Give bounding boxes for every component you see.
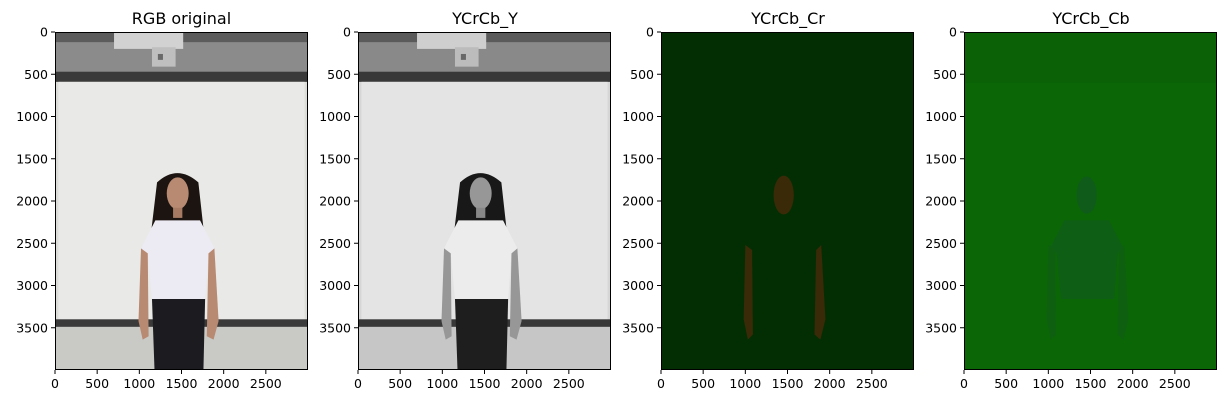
x-tick-label: 2000 (814, 376, 846, 391)
x-tick-label: 1500 (166, 376, 198, 391)
subplot-3-image (661, 32, 914, 370)
x-tick-label: 2500 (1159, 376, 1191, 391)
y-tick-label: 3500 (16, 320, 48, 335)
y-tick-label: 2500 (16, 236, 48, 251)
y-tick-label: 3000 (925, 278, 957, 293)
y-tick-label: 2000 (925, 194, 957, 209)
x-tick-label: 0 (51, 376, 59, 391)
x-tick-label: 0 (354, 376, 362, 391)
y-tick-label: 1000 (925, 109, 957, 124)
subplot-2-title: YCrCb_Y (451, 9, 518, 29)
y-tick-label: 2000 (319, 194, 351, 209)
y-tick-label: 0 (40, 25, 48, 40)
y-tick-label: 3000 (319, 278, 351, 293)
subplot-3-title: YCrCb_Cr (750, 9, 825, 29)
y-tick-label: 2500 (622, 236, 654, 251)
x-tick-label: 1000 (426, 376, 458, 391)
x-tick-label: 0 (657, 376, 665, 391)
subplot-4-image-area (964, 32, 1217, 370)
x-tick-label: 0 (960, 376, 968, 391)
y-tick-label: 3500 (925, 320, 957, 335)
subplot-1-x-ticks: 0 500 1000 1500 2000 2500 (51, 370, 282, 391)
subplot-2-image-area (358, 32, 611, 370)
subplot-1-image-area (55, 32, 308, 370)
y-tick-label: 1500 (16, 151, 48, 166)
y-tick-label: 2000 (16, 194, 48, 209)
y-tick-label: 2500 (925, 236, 957, 251)
y-tick-label: 1500 (319, 151, 351, 166)
x-tick-label: 500 (85, 376, 109, 391)
subplot-2-y-ticks: 0 500 1000 1500 2000 2500 3000 3500 (319, 25, 358, 335)
x-tick-label: 2500 (250, 376, 282, 391)
subplot-4: YCrCb_Cb 0 500 1000 1500 2000 2500 0 500 1000 15… (925, 9, 1217, 391)
y-tick-label: 0 (646, 25, 654, 40)
x-tick-label: 1000 (729, 376, 761, 391)
subplot-4-image (964, 32, 1217, 370)
y-tick-label: 0 (343, 25, 351, 40)
x-tick-label: 500 (994, 376, 1018, 391)
x-tick-label: 2500 (856, 376, 888, 391)
subplot-1-frame (55, 32, 308, 370)
y-tick-label: 0 (949, 25, 957, 40)
subplot-3-y-ticks: 0 500 1000 1500 2000 2500 3000 3500 (622, 25, 661, 335)
subplot-2-frame (358, 32, 611, 370)
subplot-1-image (55, 32, 308, 370)
subplot-1-y-ticks: 0 500 1000 1500 2000 2500 3000 3500 (16, 25, 55, 335)
y-tick-label: 500 (327, 67, 351, 82)
subplot-3-x-ticks: 0 500 1000 1500 2000 2500 (657, 370, 888, 391)
subplot-2-image (358, 32, 611, 370)
y-tick-label: 3000 (622, 278, 654, 293)
y-tick-label: 500 (933, 67, 957, 82)
y-tick-label: 3500 (622, 320, 654, 335)
x-tick-label: 1500 (772, 376, 804, 391)
y-tick-label: 1000 (16, 109, 48, 124)
x-tick-label: 500 (388, 376, 412, 391)
y-tick-label: 1500 (925, 151, 957, 166)
y-tick-label: 1000 (319, 109, 351, 124)
x-tick-label: 1000 (123, 376, 155, 391)
x-tick-label: 1500 (469, 376, 501, 391)
y-tick-label: 1000 (622, 109, 654, 124)
subplot-3-image-area (661, 32, 914, 370)
subplot-4-frame (964, 32, 1217, 370)
subplot-2-x-ticks: 0 500 1000 1500 2000 2500 (354, 370, 585, 391)
y-tick-label: 1500 (622, 151, 654, 166)
subplot-1-title: RGB original (132, 9, 231, 28)
x-tick-label: 1500 (1075, 376, 1107, 391)
subplot-3: YCrCb_Cr 0 500 1000 1500 2000 2500 0 500 1000 15… (622, 9, 914, 391)
x-tick-label: 500 (691, 376, 715, 391)
x-tick-label: 2000 (1117, 376, 1149, 391)
subplot-2: YCrCb_Y 0 500 1000 1500 2000 2500 0 500 1000 150… (319, 9, 611, 391)
subplot-3-frame (661, 32, 914, 370)
x-tick-label: 2000 (511, 376, 543, 391)
subplot-1: RGB original 0 500 1000 1500 2000 2500 0 500 10… (16, 9, 308, 391)
subplot-4-x-ticks: 0 500 1000 1500 2000 2500 (960, 370, 1191, 391)
y-tick-label: 500 (630, 67, 654, 82)
x-tick-label: 1000 (1032, 376, 1064, 391)
x-tick-label: 2000 (208, 376, 240, 391)
subplot-4-title: YCrCb_Cb (1051, 9, 1129, 29)
subplot-4-y-ticks: 0 500 1000 1500 2000 2500 3000 3500 (925, 25, 964, 335)
y-tick-label: 3000 (16, 278, 48, 293)
y-tick-label: 2000 (622, 194, 654, 209)
x-tick-label: 2500 (553, 376, 585, 391)
y-tick-label: 3500 (319, 320, 351, 335)
y-tick-label: 2500 (319, 236, 351, 251)
y-tick-label: 500 (24, 67, 48, 82)
